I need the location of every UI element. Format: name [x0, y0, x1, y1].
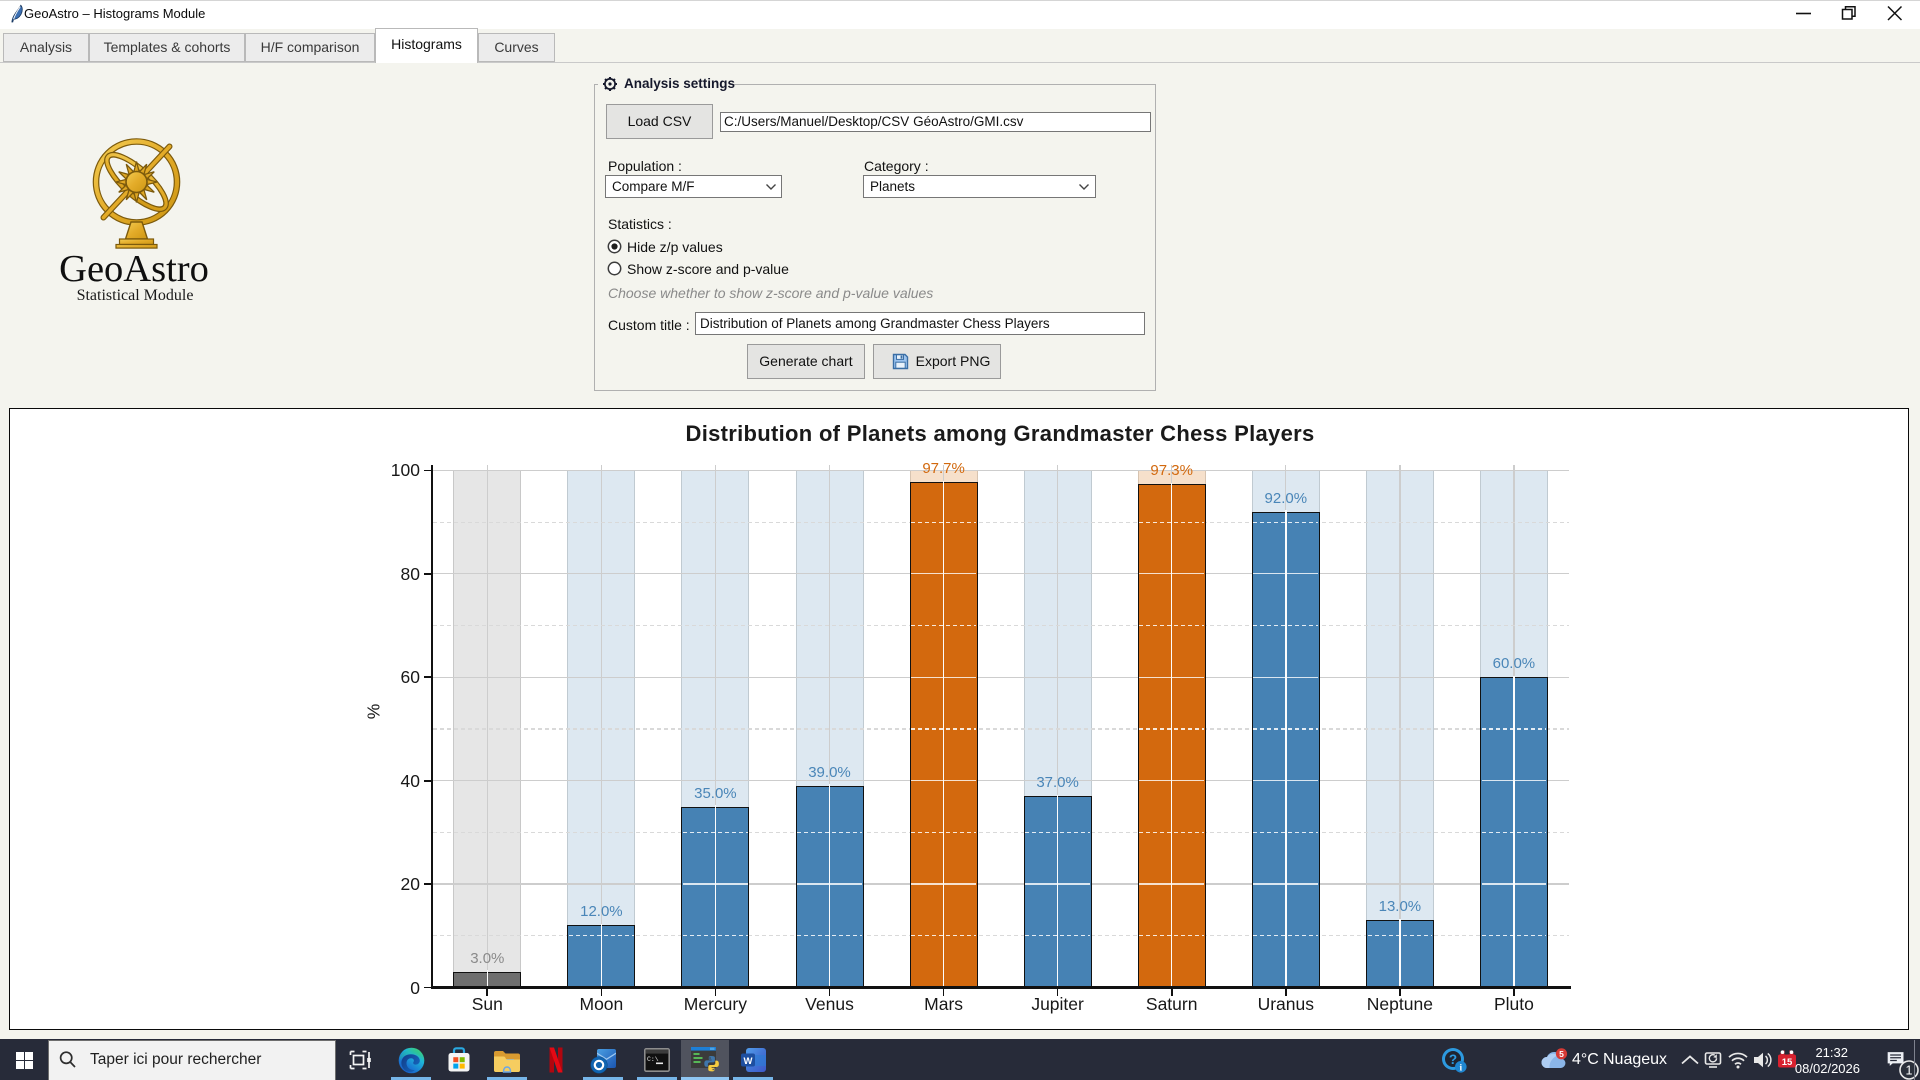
svg-text:15: 15 [1782, 1057, 1793, 1068]
svg-text:GeoAstro: GeoAstro [59, 248, 209, 290]
svg-text:Statistical Module: Statistical Module [77, 287, 194, 304]
svg-text:i: i [1459, 1063, 1462, 1073]
svg-text:1: 1 [1906, 1064, 1913, 1078]
svg-text:5: 5 [1559, 1049, 1564, 1059]
svg-text:W: W [744, 1056, 753, 1067]
svg-text:C:\: C:\ [647, 1056, 659, 1063]
svg-text:?: ? [1449, 1052, 1457, 1067]
